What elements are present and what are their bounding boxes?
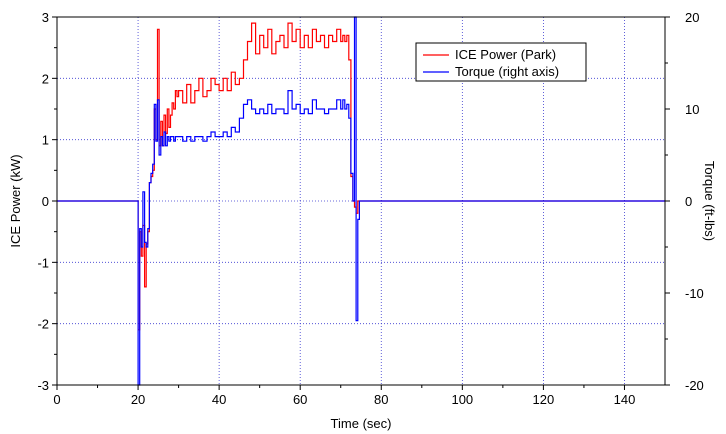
x-tick-label: 0: [53, 392, 60, 407]
y-tick-label: 2: [42, 71, 49, 86]
legend-label-torque: Torque (right axis): [455, 64, 559, 79]
legend-box: [415, 42, 587, 82]
x-tick-label: 40: [212, 392, 226, 407]
y-tick-label: -1: [37, 255, 49, 270]
y2-tick-label: 0: [685, 194, 692, 209]
x-axis-title: Time (sec): [331, 416, 392, 431]
x-tick-label: 80: [374, 392, 388, 407]
legend: ICE Power (Park) Torque (right axis): [415, 42, 587, 82]
x-tick-label: 100: [451, 392, 473, 407]
x-tick-label: 140: [614, 392, 636, 407]
legend-label-ice-power: ICE Power (Park): [455, 47, 556, 62]
series-layer: [57, 16, 665, 386]
y-tick-label: 1: [42, 133, 49, 148]
y2-tick-label: -10: [685, 286, 704, 301]
y2-tick-label: 10: [685, 102, 699, 117]
x-tick-label: 120: [533, 392, 555, 407]
y-tick-label: 3: [42, 10, 49, 25]
x-tick-label: 60: [293, 392, 307, 407]
y2-axis-title: Torque (ft-lbs): [702, 161, 717, 241]
y-tick-label: 0: [42, 194, 49, 209]
y2-tick-label: -20: [685, 378, 704, 393]
x-tick-label: 20: [131, 392, 145, 407]
series-line-torque: [57, 16, 665, 386]
y-axis-title: ICE Power (kW): [8, 154, 23, 247]
y-tick-label: -3: [37, 378, 49, 393]
y-tick-label: -2: [37, 317, 49, 332]
y2-tick-label: 20: [685, 10, 699, 25]
